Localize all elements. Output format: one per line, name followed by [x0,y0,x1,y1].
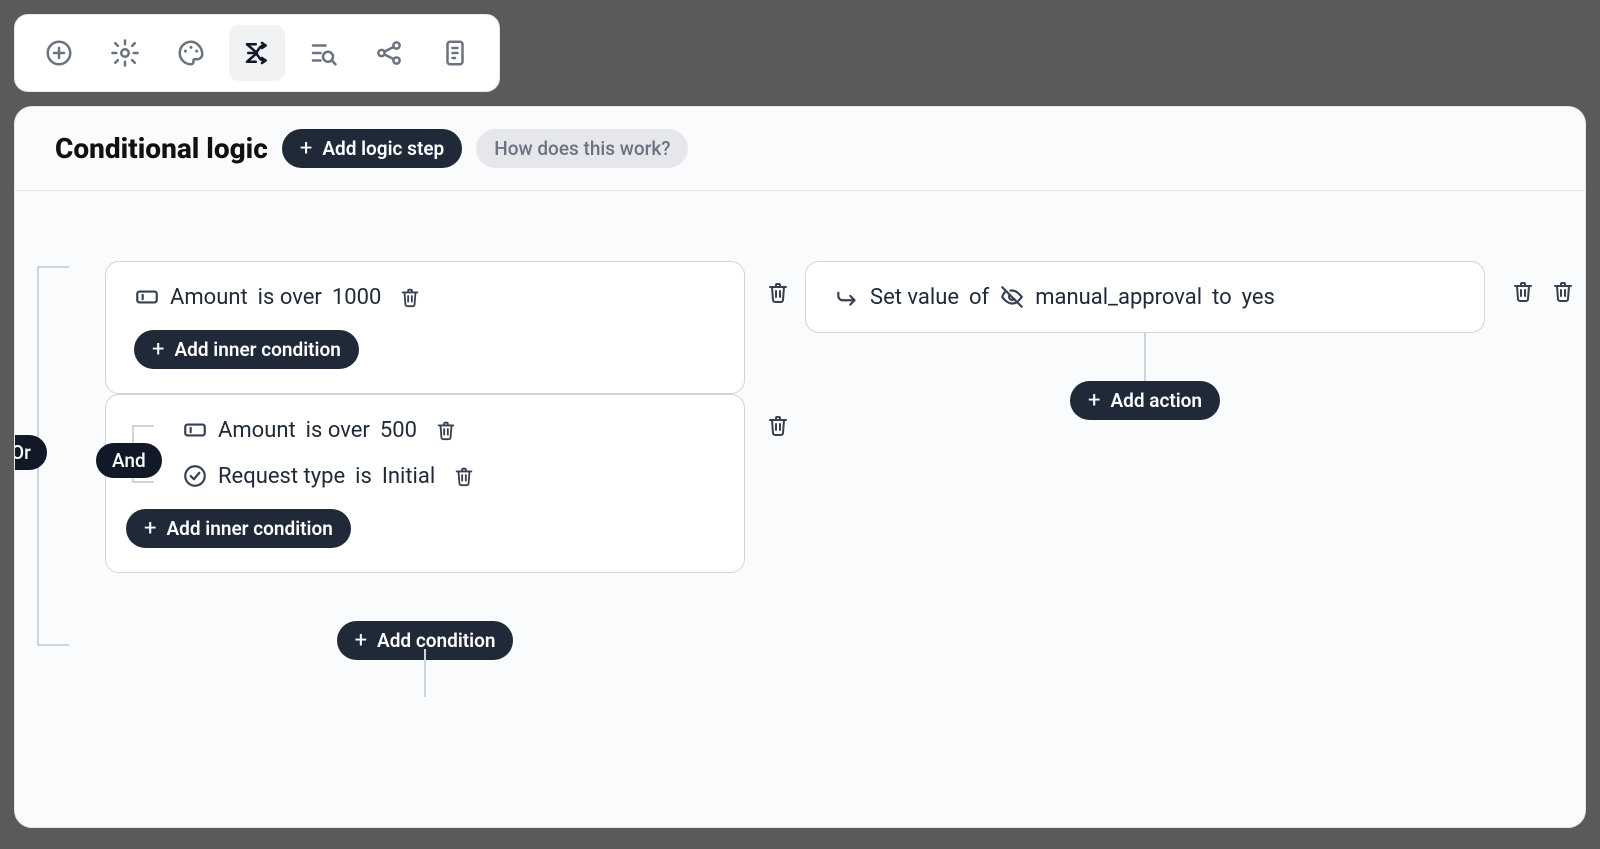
condition-row[interactable]: Amount is over 1000 [134,284,716,310]
connector-line [424,649,426,697]
add-action-button[interactable]: + Add action [1070,381,1220,420]
delete-group-button[interactable] [766,413,790,437]
eye-off-icon [999,284,1025,310]
panel-header: Conditional logic + Add logic step How d… [15,107,1585,191]
input-icon [182,417,208,443]
toolbar-search-button[interactable] [295,25,351,81]
help-label: How does this work? [494,137,670,160]
delete-condition-button[interactable] [435,419,457,441]
condition-operator: is [355,464,372,489]
condition-field: Request type [218,464,345,489]
check-circle-icon [182,463,208,489]
condition-operator: is over [258,285,322,310]
arrow-return-icon [834,284,860,310]
condition-value: 500 [380,418,417,443]
operator-or-badge: Or [14,435,47,470]
help-button[interactable]: How does this work? [476,129,688,168]
add-action-label: Add action [1110,389,1202,412]
toolbar-share-button[interactable] [361,25,417,81]
conditions-column: Amount is over 1000 + Add inner conditio… [105,261,745,660]
add-inner-condition-button[interactable]: + Add inner condition [126,509,351,548]
condition-row[interactable]: Amount is over 500 [182,417,716,443]
conditional-logic-panel: Conditional logic + Add logic step How d… [14,106,1586,828]
plus-icon: + [300,138,312,160]
condition-group-1: Amount is over 1000 + Add inner conditio… [105,261,745,394]
delete-action-button[interactable] [1511,279,1535,303]
action-of: of [969,285,989,310]
plus-icon: + [152,339,164,361]
panel-title: Conditional logic [55,132,268,165]
delete-condition-button[interactable] [453,465,475,487]
plus-icon: + [144,518,156,540]
add-inner-condition-label: Add inner condition [174,338,340,361]
condition-field: Amount [170,285,248,310]
toolbar-theme-button[interactable] [163,25,219,81]
operator-and-badge: And [96,443,162,478]
plus-icon: + [1088,390,1100,412]
condition-row[interactable]: Request type is Initial [182,463,716,489]
condition-operator: is over [306,418,370,443]
action-verb: Set value [870,285,959,310]
action-card[interactable]: Set value of manual_approval to yes [805,261,1485,333]
delete-group-button[interactable] [766,280,790,304]
plus-icon: + [355,630,367,652]
add-logic-step-label: Add logic step [322,137,444,160]
input-icon [134,284,160,310]
condition-value: Initial [382,464,435,489]
add-inner-condition-label: Add inner condition [166,517,332,540]
condition-value: 1000 [332,285,381,310]
editor-toolbar [14,14,500,92]
condition-field: Amount [218,418,296,443]
add-condition-label: Add condition [377,629,495,652]
delete-all-actions-button[interactable] [1551,279,1575,303]
actions-column: Set value of manual_approval to yes + Ad… [805,261,1485,420]
action-to: to [1212,285,1232,310]
delete-condition-button[interactable] [399,286,421,308]
action-value: yes [1242,285,1275,310]
action-target: manual_approval [1035,285,1202,310]
add-logic-step-button[interactable]: + Add logic step [282,129,462,168]
toolbar-doc-button[interactable] [427,25,483,81]
add-inner-condition-button[interactable]: + Add inner condition [134,330,359,369]
condition-group-2: And Amount is over 500 Request type is I… [105,394,745,573]
toolbar-settings-button[interactable] [97,25,153,81]
toolbar-logic-button[interactable] [229,25,285,81]
toolbar-add-button[interactable] [31,25,87,81]
connector-line [1144,333,1146,381]
